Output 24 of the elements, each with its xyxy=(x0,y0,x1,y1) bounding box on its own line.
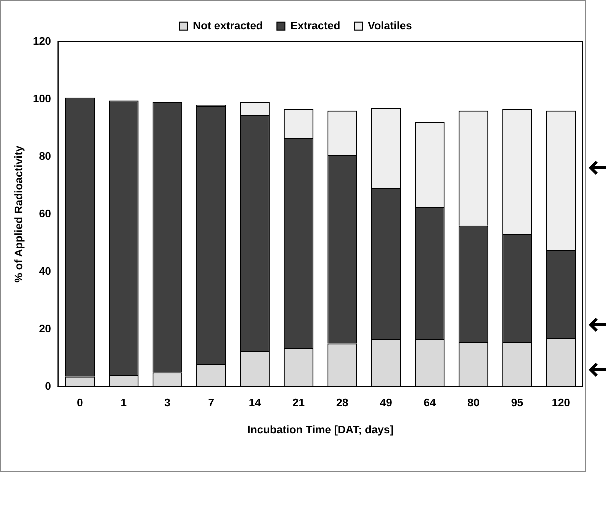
y-tick-label: 60 xyxy=(39,208,52,220)
y-tick-label: 20 xyxy=(39,323,52,336)
x-tick-label: 7 xyxy=(208,398,214,410)
legend-label: Not extracted xyxy=(193,20,264,32)
x-tick-label: 28 xyxy=(336,398,349,410)
y-tick-label: 120 xyxy=(33,36,52,48)
x-tick-label: 21 xyxy=(292,398,305,410)
x-tick-label: 120 xyxy=(552,398,570,410)
x-tick-label: 49 xyxy=(380,398,392,410)
x-tick-label: 3 xyxy=(164,398,171,410)
x-tick-label: 80 xyxy=(468,398,480,410)
y-tick-label: 100 xyxy=(33,93,52,106)
x-tick-label: 64 xyxy=(424,398,437,410)
legend-label: Extracted xyxy=(290,20,341,32)
x-tick-label: 14 xyxy=(249,398,262,410)
x-axis-title: Incubation Time [DAT; days] xyxy=(248,424,394,437)
x-tick-label: 95 xyxy=(511,398,524,410)
y-axis-title: % of Applied Radioactivity xyxy=(14,145,26,283)
x-tick-label: 0 xyxy=(77,398,84,410)
y-tick-label: 0 xyxy=(45,380,52,393)
legend-label: Volatiles xyxy=(368,20,412,32)
x-tick-label: 1 xyxy=(120,398,127,410)
y-tick-label: 40 xyxy=(39,266,52,278)
y-tick-label: 80 xyxy=(39,150,52,163)
